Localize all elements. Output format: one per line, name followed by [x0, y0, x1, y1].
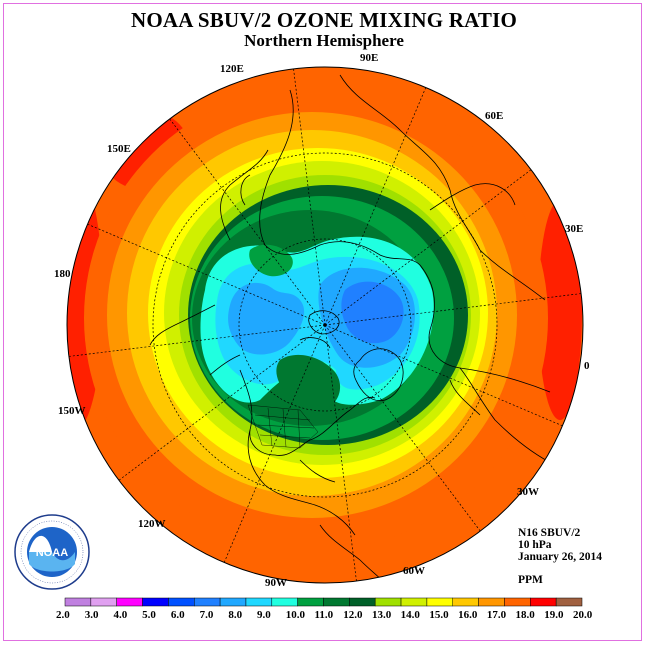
legend-tick-label: 19.0 — [544, 609, 564, 621]
ozone-band-12-intrusion — [276, 354, 341, 411]
legend-swatch — [142, 597, 169, 607]
lon-label-60e: 60E — [485, 110, 504, 122]
map-border — [66, 66, 584, 584]
legend-tick-label: 15.0 — [429, 609, 449, 621]
legend-tick-label: 18.0 — [515, 609, 535, 621]
legend-swatch — [400, 597, 428, 607]
meridian-line — [324, 324, 563, 427]
legend-tick-label: 3.0 — [84, 609, 99, 621]
legend-swatch — [116, 597, 143, 607]
meridian-line — [324, 169, 532, 326]
legend-swatch — [90, 597, 117, 607]
ozone-band-8-west — [228, 282, 305, 355]
date-label: January 26, 2014 — [518, 551, 603, 563]
map-title: NOAA SBUV/2 OZONE MIXING RATIO — [131, 8, 517, 32]
satellite-label: N16 SBUV/2 — [518, 527, 581, 539]
meridian-line — [293, 68, 326, 326]
legend-swatch — [530, 597, 557, 607]
legend-swatch — [426, 597, 453, 607]
legend-swatch — [452, 597, 479, 607]
ozone-band-19-east — [538, 200, 582, 420]
legend-tick-label: 7.0 — [199, 609, 214, 621]
legend-tick-label: 12.0 — [343, 609, 363, 621]
legend-tick-label: 14.0 — [400, 609, 420, 621]
legend-swatch — [271, 597, 298, 607]
legend-swatch — [374, 597, 402, 607]
lon-label-150e: 150E — [107, 143, 131, 155]
meridian-line — [118, 324, 326, 481]
lon-label-90w: 90W — [265, 577, 287, 589]
lon-label-120w: 120W — [138, 518, 166, 530]
legend-tick-label: 2.0 — [56, 609, 70, 621]
legend-tick-label: 20.0 — [573, 609, 593, 621]
legend-tick-label: 9.0 — [257, 609, 271, 621]
meridian-line — [68, 324, 326, 357]
us-state-lines — [247, 404, 319, 449]
legend-tick-label: 10.0 — [285, 609, 306, 621]
lon-label-90e: 90E — [360, 52, 379, 64]
lon-label-30w: 30W — [517, 486, 539, 498]
legend-swatch — [297, 597, 324, 607]
lon-label-180: 180 — [54, 268, 71, 280]
legend-swatch — [504, 597, 531, 607]
meridian-line — [169, 118, 326, 326]
legend-tick-label: 8.0 — [228, 609, 243, 621]
legend-tick-label: 11.0 — [314, 609, 334, 621]
legend-tick-label: 17.0 — [486, 609, 507, 621]
ozone-band-11-siberia — [249, 244, 293, 277]
map-subtitle: Northern Hemisphere — [244, 31, 404, 50]
lon-label-60w: 60W — [403, 565, 425, 577]
noaa-logo-text: NOAA — [36, 547, 68, 559]
legend-swatch — [64, 597, 92, 607]
meridian-line — [324, 87, 427, 326]
legend-swatch — [349, 597, 376, 607]
legend-swatch — [219, 597, 247, 607]
legend-swatch — [323, 597, 350, 607]
units-label: PPM — [518, 574, 543, 586]
lon-label-0: 0 — [584, 360, 590, 372]
ozone-band-7 — [341, 281, 404, 344]
legend-swatch — [194, 597, 221, 607]
legend-tick-label: 5.0 — [142, 609, 156, 621]
meridian-line — [87, 223, 326, 326]
lon-label-120e: 120E — [220, 63, 244, 75]
legend-swatch — [168, 597, 195, 607]
meridian-line — [223, 324, 326, 563]
legend-tick-label: 6.0 — [170, 609, 185, 621]
meridian-line — [324, 324, 357, 582]
coastlines — [149, 74, 556, 583]
lon-label-150w: 150W — [58, 405, 86, 417]
legend-tick-label: 4.0 — [113, 609, 128, 621]
lon-label-30e: 30E — [565, 223, 584, 235]
legend-tick-label: 13.0 — [371, 609, 392, 621]
meridian-line — [324, 293, 582, 326]
legend-swatch — [245, 597, 273, 607]
meridian-line — [324, 324, 481, 532]
pressure-level-label: 10 hPa — [518, 539, 552, 551]
graticule — [68, 68, 582, 582]
legend-tick-label: 16.0 — [458, 609, 478, 621]
legend-swatch — [555, 597, 583, 607]
noaa-logo: NOAA — [14, 514, 90, 590]
legend-swatch — [478, 597, 505, 607]
page-frame — [3, 3, 642, 641]
